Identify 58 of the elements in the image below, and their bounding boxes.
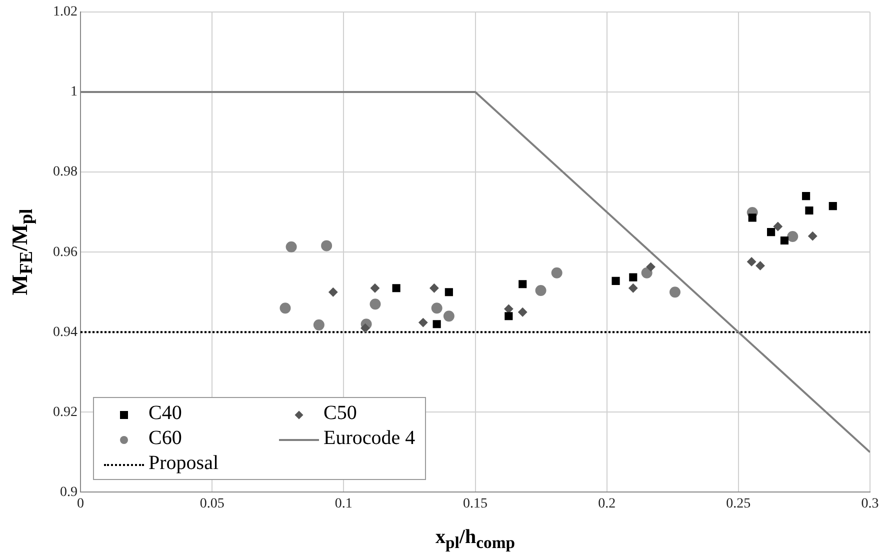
point (747, 257, 756, 266)
point (628, 284, 638, 293)
point (432, 320, 441, 328)
legend-label: C60 (148, 427, 182, 450)
point (551, 267, 562, 278)
point (780, 236, 789, 245)
point (773, 222, 782, 231)
point (756, 261, 765, 270)
point (787, 230, 798, 242)
point (629, 273, 638, 282)
point (328, 288, 338, 297)
x-tick-label: 0.25 (726, 496, 751, 512)
y-tick-label: 0.98 (53, 164, 78, 180)
point (504, 304, 514, 314)
point (370, 298, 381, 310)
point (280, 302, 291, 314)
point (443, 310, 454, 322)
y-tick-label: 0.92 (53, 404, 78, 420)
point (805, 206, 814, 215)
point (370, 284, 380, 293)
point (828, 202, 837, 210)
point (430, 284, 439, 293)
point (808, 232, 818, 241)
x-tick-label: 0 (77, 496, 84, 512)
x-tick-label: 0.15 (463, 496, 488, 512)
y-tick-label: 0.94 (53, 324, 78, 340)
x-tick-label: 0.3 (861, 496, 879, 512)
point (321, 240, 332, 252)
legend-label: C40 (148, 402, 182, 424)
point (669, 286, 680, 298)
point (392, 284, 400, 292)
y-tick-label: 0.9 (60, 484, 78, 500)
point (418, 318, 428, 328)
legend-label: Proposal (148, 452, 218, 474)
point (504, 312, 513, 320)
point (748, 214, 756, 222)
point (767, 228, 776, 236)
point (286, 241, 297, 252)
point (612, 276, 620, 285)
y-tick-label: 1 (70, 84, 78, 100)
x-tick-label: 0.2 (598, 496, 616, 512)
x-tick-label: 0.05 (200, 496, 224, 512)
point (535, 285, 546, 296)
y-tick-label: 1.02 (53, 4, 78, 20)
point (802, 192, 810, 200)
x-axis-title: x$_{pl}$/h$_{comp}$ (434, 526, 516, 553)
point (518, 280, 527, 288)
point (641, 267, 652, 278)
x-tick-label: 0.1 (334, 496, 352, 512)
point (518, 308, 528, 317)
point (313, 319, 324, 330)
point (431, 302, 442, 314)
point (444, 288, 453, 296)
legend-label: C50 (324, 402, 357, 424)
point (646, 262, 656, 272)
point (360, 324, 370, 333)
legend-label: Eurocode 4 (324, 427, 416, 450)
y-tick-label: 0.96 (53, 244, 78, 260)
